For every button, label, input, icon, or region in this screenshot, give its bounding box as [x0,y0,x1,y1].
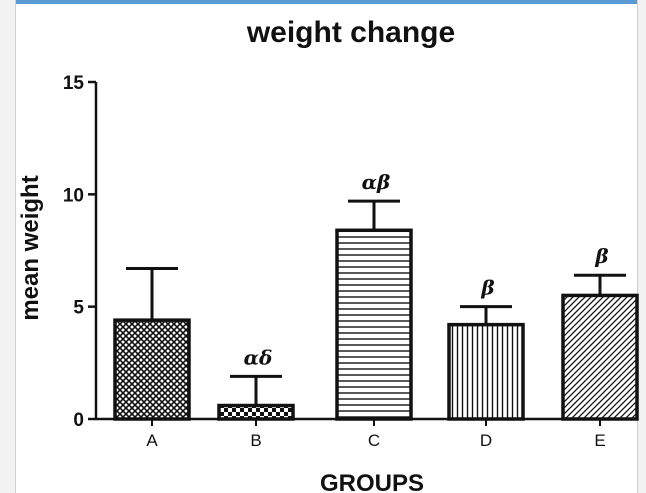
bar-c [335,228,413,421]
significance-label: αδ [244,345,273,369]
bars-group: αδ αβ β β [113,170,639,421]
y-ticks: 0 5 10 15 [63,73,96,431]
x-axis-label: GROUPS [320,470,424,493]
significance-label: αβ [362,170,391,194]
x-tick-label: B [250,431,261,450]
bar-group-b: αδ [217,345,295,421]
x-ticks: A B C D E [146,419,606,450]
y-tick-label: 0 [73,410,84,431]
bar-d [447,322,525,421]
left-border [0,0,16,493]
bar-group-c: αβ [335,170,413,421]
x-tick-label: D [480,431,492,450]
bar-e [561,293,639,421]
bar-group-a [113,266,191,421]
bar-a [113,318,191,421]
chart-title: weight change [246,16,455,49]
y-tick-label: 5 [73,298,84,319]
bar-group-d: β [447,276,525,421]
right-border [637,0,646,493]
significance-label: β [594,244,608,268]
y-axis-label: mean weight [17,175,44,320]
top-border [0,0,646,4]
bar-group-e: β [561,244,639,421]
x-tick-label: A [146,431,158,450]
y-tick-label: 10 [63,185,84,206]
significance-label: β [480,276,494,300]
x-tick-label: E [594,431,605,450]
bar-b [217,403,295,421]
x-tick-label: C [368,431,380,450]
y-tick-label: 15 [63,73,85,94]
